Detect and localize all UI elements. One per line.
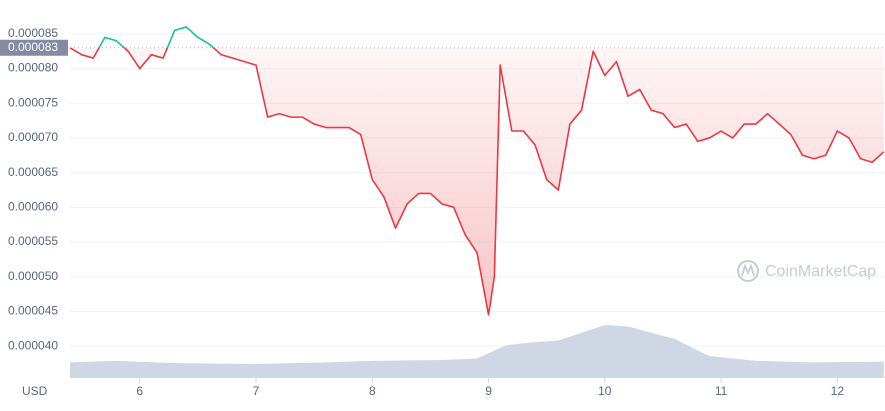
x-tick-label: 7 — [253, 384, 260, 398]
x-tick-label: 10 — [598, 384, 612, 398]
y-tick-label: 0.000050 — [8, 269, 58, 283]
watermark-icon — [737, 260, 759, 282]
y-tick-label: 0.000060 — [8, 199, 58, 213]
baseline-label-box — [0, 39, 68, 56]
y-tick-label: 0.000080 — [8, 61, 58, 75]
y-tick-label: 0.000065 — [8, 165, 58, 179]
price-line — [69, 26, 885, 316]
watermark-icon-mark — [741, 263, 755, 277]
y-tick-label: 0.000055 — [8, 234, 58, 248]
y-tick-label: 0.000040 — [8, 338, 58, 352]
x-tick-label: 12 — [831, 384, 845, 398]
y-tick-label: 0.000045 — [8, 304, 58, 318]
x-tick-label: 6 — [136, 384, 143, 398]
axis-label: USD — [22, 384, 48, 398]
volume-area — [70, 324, 884, 378]
y-tick-label: 0.000085 — [8, 26, 58, 40]
price-fill — [70, 47, 884, 315]
x-tick-label: 9 — [485, 384, 492, 398]
y-tick-label: 0.000075 — [8, 95, 58, 109]
x-tick-label: 11 — [715, 384, 728, 398]
baseline-label: 0.000083 — [8, 40, 58, 54]
y-tick-label: 0.000070 — [8, 130, 58, 144]
watermark: CoinMarketCap — [765, 263, 876, 280]
x-tick-label: 8 — [369, 384, 376, 398]
